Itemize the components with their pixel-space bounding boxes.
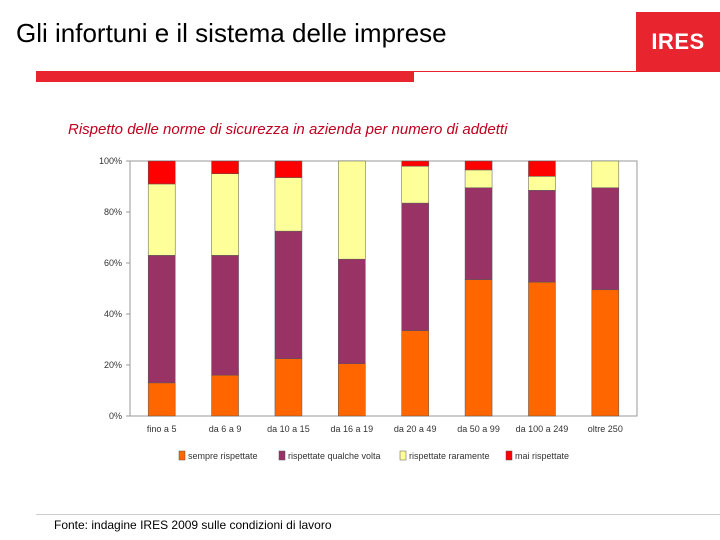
bar-segment: [464, 187, 493, 280]
legend-swatch: [278, 450, 286, 461]
bar-segment: [401, 330, 429, 417]
x-tick-label: da 6 a 9: [209, 424, 242, 434]
y-tick-label: 100%: [99, 156, 122, 166]
ires-logo: IRES: [636, 12, 720, 72]
bar-segment: [464, 160, 493, 171]
x-tick-label: da 20 a 49: [394, 424, 437, 434]
bar-segment: [211, 173, 239, 256]
legend-swatch: [399, 450, 407, 461]
bar-segment: [338, 363, 366, 417]
bar-segment: [401, 160, 429, 167]
bar-segment: [274, 177, 303, 232]
legend-label: mai rispettate: [515, 451, 569, 461]
bar-segment: [591, 289, 620, 417]
bar-segment: [211, 160, 239, 174]
x-tick-label: da 10 a 15: [267, 424, 310, 434]
bar-segment: [464, 279, 493, 417]
bar-segment: [591, 187, 620, 291]
y-tick-label: 60%: [104, 258, 122, 268]
y-tick-label: 40%: [104, 309, 122, 319]
bar-segment: [528, 281, 556, 417]
legend-label: rispettate qualche volta: [288, 451, 381, 461]
y-tick-label: 0%: [109, 411, 122, 421]
bar-segment: [274, 358, 303, 417]
legend-swatch: [178, 450, 186, 461]
bar-segment: [591, 160, 620, 189]
bar-segment: [147, 160, 176, 185]
x-tick-label: da 100 a 249: [516, 424, 569, 434]
bar-segment: [147, 255, 176, 384]
page-title: Gli infortuni e il sistema delle imprese: [16, 18, 447, 48]
bar-segment: [147, 183, 176, 256]
bar-segment: [338, 258, 366, 364]
bar-segment: [211, 374, 239, 417]
title-underline-line: [414, 71, 720, 72]
x-tick-label: da 50 a 99: [457, 424, 500, 434]
bar-segment: [338, 160, 366, 260]
bar-segment: [464, 169, 493, 189]
legend-label: sempre rispettate: [188, 451, 258, 461]
bar-segment: [528, 176, 556, 191]
source-note: Fonte: indagine IRES 2009 sulle condizio…: [54, 518, 332, 532]
legend-label: rispettate raramente: [409, 451, 490, 461]
bar-segment: [401, 165, 429, 204]
legend-swatch: [505, 450, 513, 461]
bar-segment: [147, 382, 176, 417]
chart-title: Rispetto delle norme di sicurezza in azi…: [68, 121, 508, 138]
y-tick-label: 20%: [104, 360, 122, 370]
title-underline-bar: [36, 71, 414, 82]
bar-segment: [401, 202, 429, 331]
bar-segment: [528, 160, 556, 177]
x-tick-label: oltre 250: [588, 424, 623, 434]
y-tick-label: 80%: [104, 207, 122, 217]
x-tick-label: da 16 a 19: [331, 424, 374, 434]
x-tick-label: fino a 5: [147, 424, 177, 434]
logo-text: IRES: [651, 29, 705, 54]
bar-segment: [274, 160, 303, 178]
bar-segment: [528, 190, 556, 283]
bar-segment: [211, 255, 239, 376]
plot-area: [129, 160, 638, 417]
footer-divider: [36, 514, 720, 515]
bar-segment: [274, 230, 303, 359]
